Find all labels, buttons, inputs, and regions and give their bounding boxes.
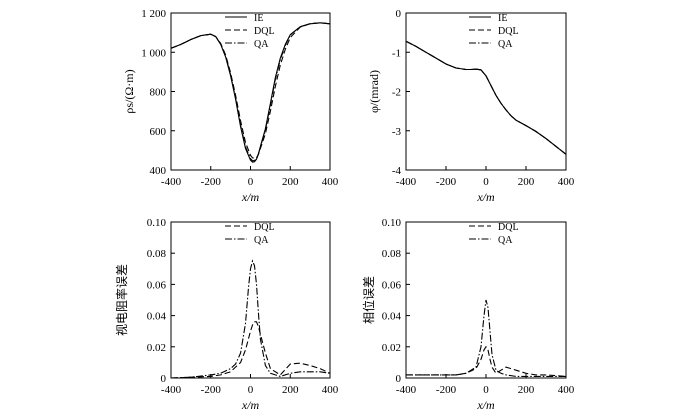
y-tick-label: -2: [392, 87, 401, 99]
y-tick-label: 0.04: [382, 311, 402, 323]
x-axis-label: x/m: [476, 398, 495, 412]
legend-label: QA: [254, 39, 269, 50]
series-line-ie: [405, 40, 567, 155]
y-tick-label: 0.10: [147, 217, 167, 229]
panel-top-left: -400 -200 0 200 400 400 600 800 1 000 1 200 x/m ρs/…: [122, 8, 339, 204]
x-tick-label: 400: [558, 384, 575, 396]
legend-label: QA: [498, 39, 513, 50]
series-line-qa: [406, 299, 566, 377]
series-line-dql: [406, 345, 567, 377]
series-line-qa: [170, 259, 331, 379]
y-tick-label: 0.02: [147, 342, 166, 354]
y-tick-label: 800: [150, 87, 167, 99]
x-tick-label: -200: [201, 384, 222, 396]
x-tick-label: -200: [436, 384, 457, 396]
y-tick-label: 0.04: [147, 311, 167, 323]
legend-label: IE: [254, 13, 263, 24]
series-line-ie: [170, 22, 331, 163]
y-tick-label: 0: [396, 8, 402, 20]
panel-top-right: -400 -200 0 200 400 -4 -3 -2 -1 0 x/m φ/(mrad) IE DQL…: [367, 8, 575, 204]
series-line-qa: [405, 40, 567, 155]
legend-label: DQL: [254, 222, 275, 233]
y-axis-label: 相位误差: [361, 276, 376, 324]
x-tick-label: 200: [282, 176, 299, 188]
y-tick-label: 1 200: [141, 8, 166, 20]
series-line-dql: [170, 321, 331, 379]
x-tick-label: -400: [396, 384, 417, 396]
panel-bottom-right: -400 -200 0 200 400 0 0.02 0.04 0.06 0.08 0.10 x/m 相…: [361, 217, 575, 412]
y-axis-label: φ/(mrad): [367, 70, 381, 113]
x-tick-label: -400: [396, 176, 417, 188]
plot-frame: [170, 12, 331, 171]
plot-frame: [405, 12, 567, 171]
y-tick-label: 1 000: [141, 47, 166, 59]
y-tick-label: 0: [396, 373, 402, 385]
y-axis-label: ρs/(Ω·m): [122, 69, 136, 113]
y-tick-label: 0.10: [382, 217, 402, 229]
x-axis-label: x/m: [241, 190, 260, 204]
y-tick-label: 0.08: [382, 248, 402, 260]
x-tick-label: 200: [282, 384, 299, 396]
series-line-dql: [405, 40, 567, 155]
y-tick-label: 0: [161, 373, 167, 385]
legend-label: QA: [498, 235, 513, 246]
x-tick-label: 0: [248, 384, 254, 396]
x-tick-label: 400: [322, 384, 339, 396]
x-tick-label: -400: [161, 176, 182, 188]
y-tick-label: -3: [392, 126, 402, 138]
y-tick-label: 400: [150, 165, 167, 177]
x-tick-label: -200: [201, 176, 222, 188]
panel-bottom-left: -400 -200 0 200 400 0 0.02 0.04 0.06 0.08 0.10 x/m 视…: [114, 217, 339, 412]
legend-label: DQL: [498, 26, 519, 37]
legend-label: DQL: [254, 26, 275, 37]
y-tick-label: -4: [392, 165, 402, 177]
x-tick-label: 200: [518, 176, 535, 188]
y-tick-label: 0.08: [147, 248, 167, 260]
legend-label: QA: [254, 235, 269, 246]
x-axis-label: x/m: [241, 398, 260, 412]
x-tick-label: -400: [161, 384, 182, 396]
x-tick-label: 0: [483, 176, 489, 188]
plot-frame: [170, 221, 331, 379]
y-axis-label: 视电阻率误差: [114, 264, 129, 336]
x-tick-label: 0: [248, 176, 254, 188]
y-tick-label: 0.06: [382, 279, 402, 291]
y-tick-label: 0.06: [147, 279, 167, 291]
x-tick-label: -200: [436, 176, 457, 188]
x-tick-label: 200: [518, 384, 535, 396]
y-tick-label: -1: [392, 47, 401, 59]
x-tick-label: 400: [558, 176, 575, 188]
y-tick-label: 0.02: [382, 342, 401, 354]
x-tick-label: 0: [483, 384, 489, 396]
legend-label: DQL: [498, 222, 519, 233]
legend-label: IE: [498, 13, 507, 24]
x-axis-label: x/m: [476, 190, 495, 204]
series-line-qa: [170, 22, 331, 162]
x-tick-label: 400: [322, 176, 339, 188]
y-tick-label: 600: [150, 126, 167, 138]
series-line-dql: [170, 22, 331, 160]
